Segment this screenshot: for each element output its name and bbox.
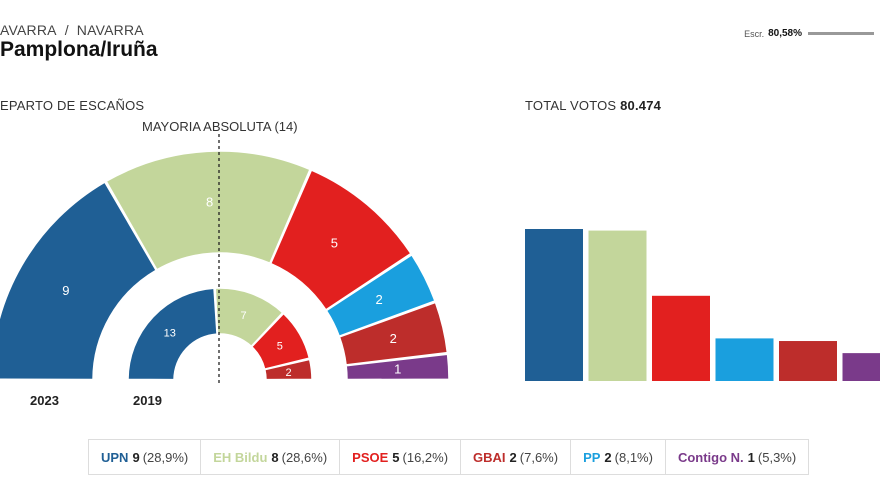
legend-party-seats: 9	[132, 449, 140, 465]
legend-party-name: UPN	[101, 449, 129, 465]
seat-arc-2023-upn[interactable]	[0, 181, 158, 381]
seat-label-2023-upn: 9	[62, 283, 69, 298]
vote-bar-upn[interactable]	[525, 229, 583, 381]
legend-party-percentage: (16,2%)	[402, 449, 449, 465]
legend-party-percentage: (8,1%)	[614, 449, 653, 465]
majority-label: MAYORIA ABSOLUTA (14)	[142, 119, 298, 134]
escrutinio-progress-bar	[808, 32, 874, 35]
legend-party-name: GBAI	[473, 449, 506, 465]
vote-bar-gbai[interactable]	[779, 341, 837, 381]
legend-party-name: PP	[583, 449, 601, 465]
seat-label-2023-gbai: 2	[390, 331, 397, 346]
seat-arc-2023-eh-bildu[interactable]	[105, 150, 311, 271]
legend-item-eh-bildu[interactable]: EH Bildu 8 (28,6%)	[200, 440, 339, 474]
year-label-2023: 2023	[30, 393, 59, 408]
legend-party-percentage: (28,9%)	[142, 449, 189, 465]
legend-party-seats: 2	[604, 449, 612, 465]
seat-label-2023-eh-bildu: 8	[206, 194, 213, 209]
vote-bar-psoe[interactable]	[652, 295, 710, 381]
seat-arc-2019-psoe[interactable]	[250, 312, 311, 370]
escrutinio-indicator: Escr. 80,58%	[744, 28, 874, 39]
legend-item-contigo-n[interactable]: Contigo N. 1 (5,3%)	[664, 440, 808, 474]
seats-section-title: EPARTO DE ESCAÑOS	[0, 98, 145, 113]
votes-section-title: TOTAL VOTOS 80.474	[525, 98, 661, 113]
seat-arc-2023-psoe[interactable]	[269, 169, 412, 311]
legend-party-seats: 1	[747, 449, 755, 465]
legend-item-psoe[interactable]: PSOE 5 (16,2%)	[339, 440, 460, 474]
party-legend: UPN 9 (28,9%) EH Bildu 8 (28,6%) PSOE 5 (16,2%) G…	[88, 439, 810, 475]
seat-arc-2019-upn[interactable]	[127, 287, 218, 381]
votes-total: 80.474	[620, 98, 662, 113]
escrutinio-label: Escr.	[744, 28, 765, 39]
legend-party-name: EH Bildu	[213, 449, 268, 465]
seat-label-2023-contigo-n: 1	[394, 362, 401, 377]
seat-label-2023-pp: 2	[375, 292, 382, 307]
legend-item-gbai[interactable]: GBAI 2 (7,6%)	[460, 440, 570, 474]
breadcrumb-item[interactable]: NAVARRA	[76, 22, 144, 38]
seat-label-2019-psoe: 5	[277, 341, 283, 353]
vote-bar-eh-bildu[interactable]	[588, 230, 647, 381]
legend-party-seats: 5	[392, 449, 400, 465]
legend-item-pp[interactable]: PP 2 (8,1%)	[570, 440, 665, 474]
breadcrumb-item[interactable]: AVARRA	[0, 22, 57, 38]
legend-party-percentage: (5,3%)	[757, 449, 797, 465]
seat-arc-2023-gbai[interactable]	[338, 301, 449, 366]
seat-arc-2019-gbai[interactable]	[263, 358, 313, 381]
votes-label: TOTAL VOTOS	[525, 98, 617, 113]
seat-arc-2023-contigo-n[interactable]	[345, 353, 450, 381]
seat-arc-2019-eh-bildu[interactable]	[214, 287, 284, 348]
seat-label-2023-psoe: 5	[331, 236, 338, 251]
vote-bar-contigo-n[interactable]	[842, 353, 880, 381]
legend-item-upn[interactable]: UPN 9 (28,9%)	[89, 440, 200, 474]
seat-label-2019-gbai: 2	[285, 367, 291, 379]
legend-party-name: PSOE	[352, 449, 389, 465]
legend-party-seats: 8	[271, 449, 279, 465]
breadcrumb-separator: /	[64, 22, 69, 38]
seat-label-2019-eh-bildu: 7	[241, 310, 247, 322]
page-title: Pamplona/Iruña	[0, 38, 158, 61]
legend-party-percentage: (7,6%)	[519, 449, 559, 465]
legend-party-seats: 2	[509, 449, 517, 465]
seat-label-2019-upn: 13	[164, 328, 176, 340]
legend-party-name: Contigo N.	[677, 449, 744, 465]
escrutinio-value: 80,58%	[768, 28, 802, 39]
breadcrumb: AVARRA / NAVARRA	[0, 22, 144, 38]
vote-bar-pp[interactable]	[715, 338, 774, 381]
seat-arc-2023-pp[interactable]	[325, 253, 436, 338]
year-label-2019: 2019	[133, 393, 162, 408]
legend-party-percentage: (28,6%)	[281, 449, 328, 465]
